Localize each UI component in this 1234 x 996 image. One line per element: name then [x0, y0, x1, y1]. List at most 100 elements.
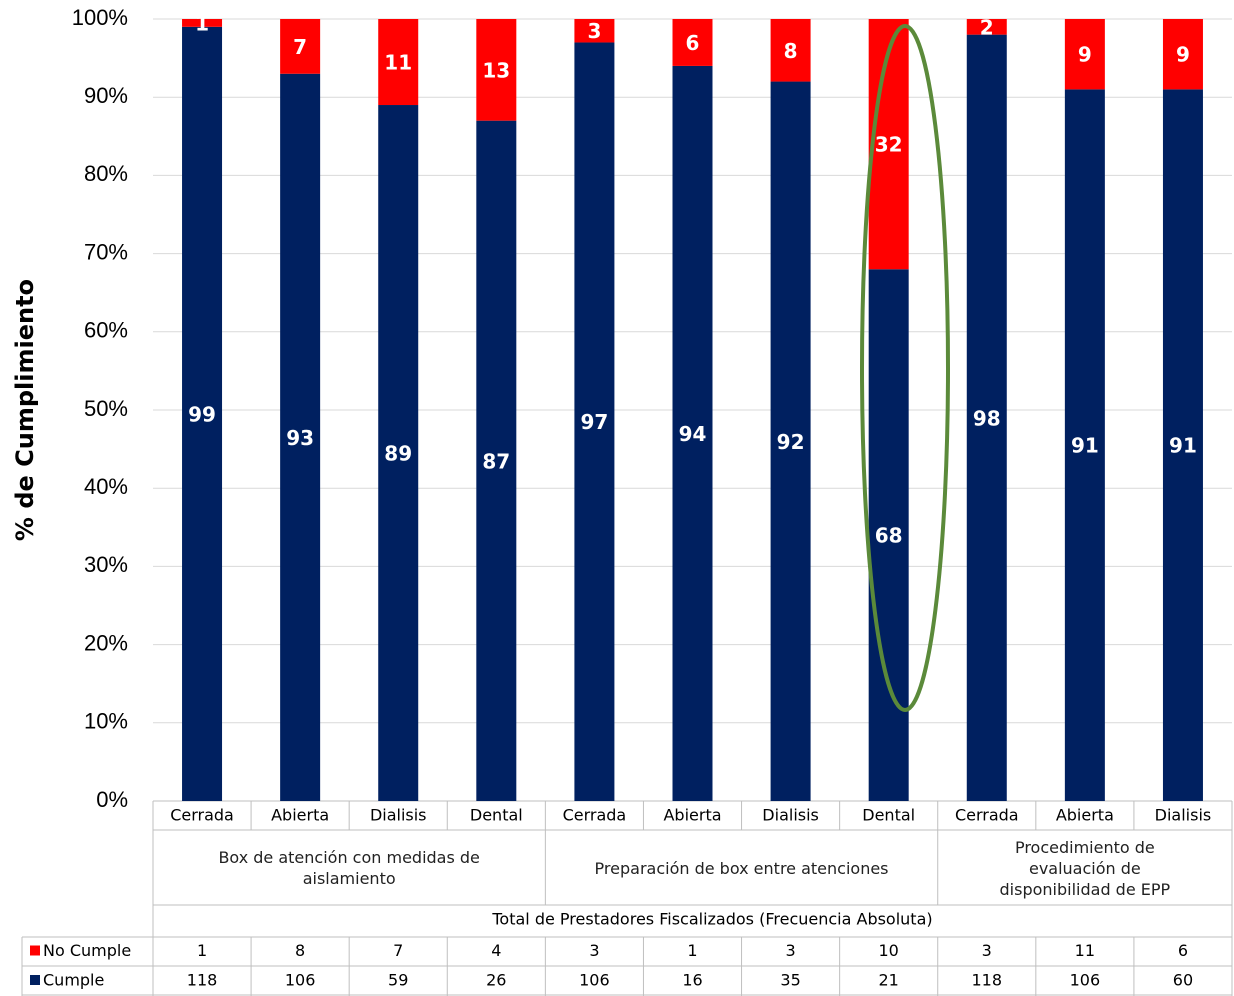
- data-label: 11: [384, 51, 412, 75]
- data-label: 32: [875, 133, 903, 157]
- legend-label: No Cumple: [43, 941, 131, 960]
- table-cell: 7: [393, 941, 403, 960]
- bar-segment: [966, 34, 1007, 801]
- bar-segment: [1162, 19, 1203, 90]
- bar-segment: [868, 19, 909, 270]
- table-title: Total de Prestadores Fiscalizados (Frecu…: [491, 910, 932, 929]
- data-label: 8: [784, 39, 798, 63]
- data-label: 91: [1169, 434, 1197, 458]
- group-label: Box de atención con medidas de aislamien…: [218, 848, 480, 888]
- y-tick-label: 10%: [84, 709, 128, 734]
- bar-segment: [280, 73, 321, 802]
- data-label: 87: [482, 449, 510, 473]
- data-label: 9: [1078, 43, 1092, 67]
- bar-segment: [672, 65, 713, 802]
- table-cell: 26: [486, 971, 506, 990]
- legend-swatch: [30, 945, 40, 956]
- bar-segment: [182, 26, 223, 801]
- x-tick-label: Abierta: [663, 806, 721, 825]
- data-label: 1: [195, 11, 209, 35]
- y-tick-label: 60%: [84, 318, 128, 343]
- data-label: 13: [482, 58, 510, 82]
- table-cell: 3: [785, 941, 795, 960]
- y-tick-label: 100%: [72, 5, 128, 30]
- table-cell: 3: [982, 941, 992, 960]
- table-cell: 118: [971, 971, 1002, 990]
- y-tick-label: 40%: [84, 474, 128, 499]
- data-label: 92: [777, 430, 805, 454]
- table-cell: 60: [1173, 971, 1193, 990]
- x-tick-label: Dental: [862, 806, 915, 825]
- table-cell: 8: [295, 941, 305, 960]
- bar-segment: [1064, 19, 1105, 90]
- table-cell: 16: [682, 971, 702, 990]
- bar-segment: [1162, 89, 1203, 801]
- bar-segment: [378, 105, 419, 801]
- y-tick-label: 30%: [84, 552, 128, 577]
- x-tick-label: Cerrada: [955, 806, 1019, 825]
- table-cell: 4: [491, 941, 501, 960]
- data-label: 99: [188, 402, 216, 426]
- table-cell: 1: [197, 941, 207, 960]
- y-tick-label: 20%: [84, 630, 128, 655]
- data-label: 97: [580, 410, 608, 434]
- table-cell: 59: [388, 971, 408, 990]
- data-label: 93: [286, 426, 314, 450]
- data-label: 89: [384, 442, 412, 466]
- x-tick-label: Dialisis: [1155, 806, 1212, 825]
- bar-segment: [476, 19, 517, 121]
- table-cell: 1: [687, 941, 697, 960]
- table-cell: 10: [879, 941, 899, 960]
- table-cell: 35: [780, 971, 800, 990]
- x-tick-label: Cerrada: [563, 806, 627, 825]
- data-label: 3: [587, 19, 601, 43]
- data-label: 91: [1071, 434, 1099, 458]
- table-cell: 21: [879, 971, 899, 990]
- bar-segment: [574, 19, 615, 43]
- data-label: 2: [980, 15, 994, 39]
- data-label: 94: [679, 422, 707, 446]
- y-tick-label: 70%: [84, 239, 128, 264]
- x-tick-label: Dialisis: [762, 806, 819, 825]
- data-label: 9: [1176, 43, 1190, 67]
- table-cell: 106: [579, 971, 610, 990]
- data-label: 68: [875, 524, 903, 548]
- bar-segment: [966, 19, 1007, 35]
- y-tick-label: 90%: [84, 83, 128, 108]
- data-label: 7: [293, 35, 307, 59]
- bar-segment: [280, 19, 321, 74]
- x-tick-label: Dialisis: [370, 806, 427, 825]
- data-label: 98: [973, 406, 1001, 430]
- x-tick-label: Cerrada: [170, 806, 234, 825]
- bar-segment: [672, 19, 713, 66]
- x-tick-label: Abierta: [271, 806, 329, 825]
- y-tick-label: 0%: [96, 787, 128, 812]
- bar-segment: [1064, 89, 1105, 801]
- x-tick-label: Dental: [470, 806, 523, 825]
- x-tick-label: Abierta: [1056, 806, 1114, 825]
- table-cell: 11: [1075, 941, 1095, 960]
- group-label: Preparación de box entre atenciones: [594, 858, 889, 878]
- table-cell: 106: [1070, 971, 1101, 990]
- y-axis-label: % de Cumplimiento: [11, 279, 39, 541]
- bar-segment: [770, 19, 811, 82]
- y-tick-label: 80%: [84, 161, 128, 186]
- bar-segment: [770, 81, 811, 801]
- bar-segment: [378, 19, 419, 106]
- legend-label: Cumple: [43, 971, 104, 990]
- table-cell: 106: [285, 971, 316, 990]
- data-label: 6: [686, 31, 700, 55]
- bar-segment: [182, 19, 223, 27]
- bar-segment: [868, 269, 909, 801]
- legend-swatch: [30, 975, 40, 985]
- table-cell: 3: [589, 941, 599, 960]
- bar-segment: [574, 42, 615, 801]
- highlight-ellipse: [860, 24, 950, 712]
- table-cell: 118: [187, 971, 218, 990]
- y-tick-label: 50%: [84, 396, 128, 421]
- bar-segment: [476, 120, 517, 801]
- table-cell: 6: [1178, 941, 1188, 960]
- group-label: Procedimiento de evaluación de disponibi…: [999, 837, 1171, 899]
